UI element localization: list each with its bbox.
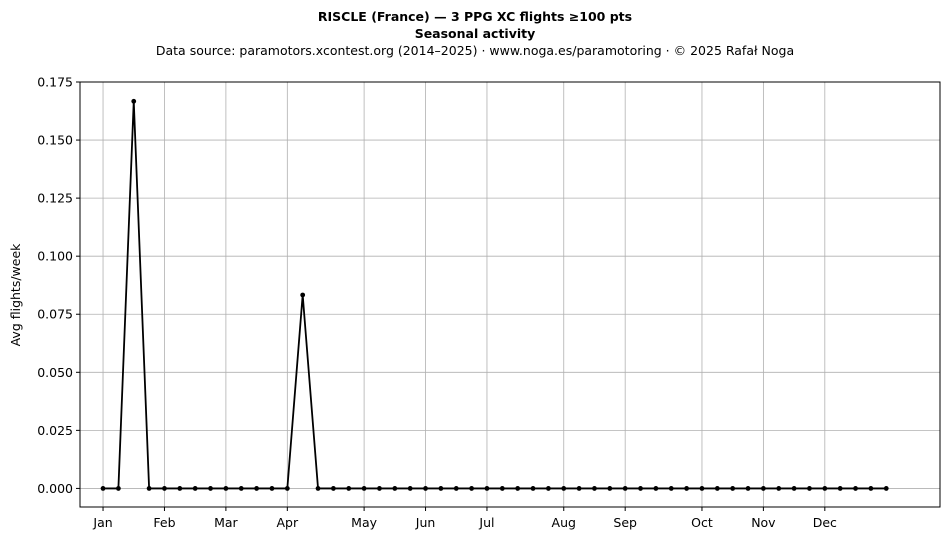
data-point [776, 486, 782, 491]
data-point [699, 486, 705, 491]
data-point [438, 486, 444, 491]
data-point [377, 486, 382, 491]
data-point [837, 486, 843, 491]
plot-frame [79, 81, 941, 508]
axis-ticks: 0.000 0.025 0.050 0.075 0.100 0.125 0.150 0.175… [37, 75, 837, 531]
data-point [177, 486, 183, 491]
chart-source-line: Data source: paramotors.xcontest.org (20… [155, 43, 795, 58]
chart-title: RISCLE (France) — 3 PPG XC flights ≥100 … [317, 9, 633, 24]
x-tick-label: Jan [92, 515, 112, 530]
y-tick-label: 0.175 [37, 75, 73, 90]
y-axis-label: Avg flights/week [8, 243, 23, 347]
data-point [423, 486, 428, 491]
x-tick-label: Jul [478, 515, 494, 530]
x-tick-label: Dec [813, 515, 837, 530]
data-point [853, 486, 858, 491]
chart-subtitle: Seasonal activity [414, 26, 536, 41]
data-point [684, 486, 690, 491]
data-point [822, 486, 828, 491]
data-point [223, 486, 229, 491]
data-point [622, 486, 628, 491]
data-point [883, 486, 889, 491]
data-point [576, 486, 582, 491]
data-point [300, 292, 306, 298]
x-tick-label: Apr [277, 515, 299, 530]
data-point [146, 486, 152, 491]
grid-lines [80, 81, 940, 507]
data-point [238, 486, 244, 491]
series-group [100, 98, 889, 491]
data-point [361, 486, 367, 491]
data-point [592, 486, 597, 491]
x-tick-label: Sep [613, 515, 637, 530]
data-point [807, 486, 812, 491]
data-point [484, 486, 490, 491]
data-point [607, 486, 613, 491]
data-point [100, 486, 106, 491]
y-tick-label: 0.025 [37, 423, 73, 438]
data-point [131, 98, 137, 104]
data-point [499, 486, 505, 491]
data-point [269, 486, 275, 491]
data-point [192, 486, 198, 491]
chart-titles: RISCLE (France) — 3 PPG XC flights ≥100 … [0, 8, 950, 59]
y-tick-label: 0.100 [37, 249, 73, 264]
x-tick-label: Aug [552, 515, 576, 530]
x-tick-label: Mar [214, 515, 238, 530]
x-tick-label: Jun [415, 515, 436, 530]
data-point [714, 486, 720, 491]
data-point [760, 486, 766, 491]
data-point [868, 486, 874, 491]
y-tick-label: 0.125 [37, 191, 73, 206]
data-point [407, 486, 413, 491]
data-point [561, 486, 567, 491]
data-point [638, 486, 643, 491]
data-point [254, 486, 260, 491]
data-point [208, 486, 213, 491]
data-point [453, 486, 459, 491]
y-tick-label: 0.150 [37, 133, 73, 148]
data-point [791, 486, 797, 491]
data-point [730, 486, 736, 491]
x-tick-label: Oct [691, 515, 713, 530]
x-tick-label: Nov [751, 515, 776, 530]
data-point [346, 486, 352, 491]
data-point [545, 486, 551, 491]
data-point [315, 486, 321, 491]
series-line [103, 100, 887, 490]
y-tick-label: 0.050 [37, 365, 73, 380]
data-point [515, 486, 521, 491]
data-point [530, 486, 536, 491]
data-point [284, 486, 290, 491]
y-tick-label: 0.000 [37, 481, 73, 496]
y-tick-label: 0.075 [37, 307, 73, 322]
data-point [115, 486, 121, 491]
data-point [745, 486, 751, 491]
data-point [668, 486, 674, 491]
x-tick-label: May [351, 515, 377, 530]
data-point [469, 486, 475, 491]
data-point [162, 486, 167, 491]
data-point [653, 486, 659, 491]
data-point [330, 486, 336, 491]
x-tick-label: Feb [153, 515, 175, 530]
data-point [392, 486, 398, 491]
